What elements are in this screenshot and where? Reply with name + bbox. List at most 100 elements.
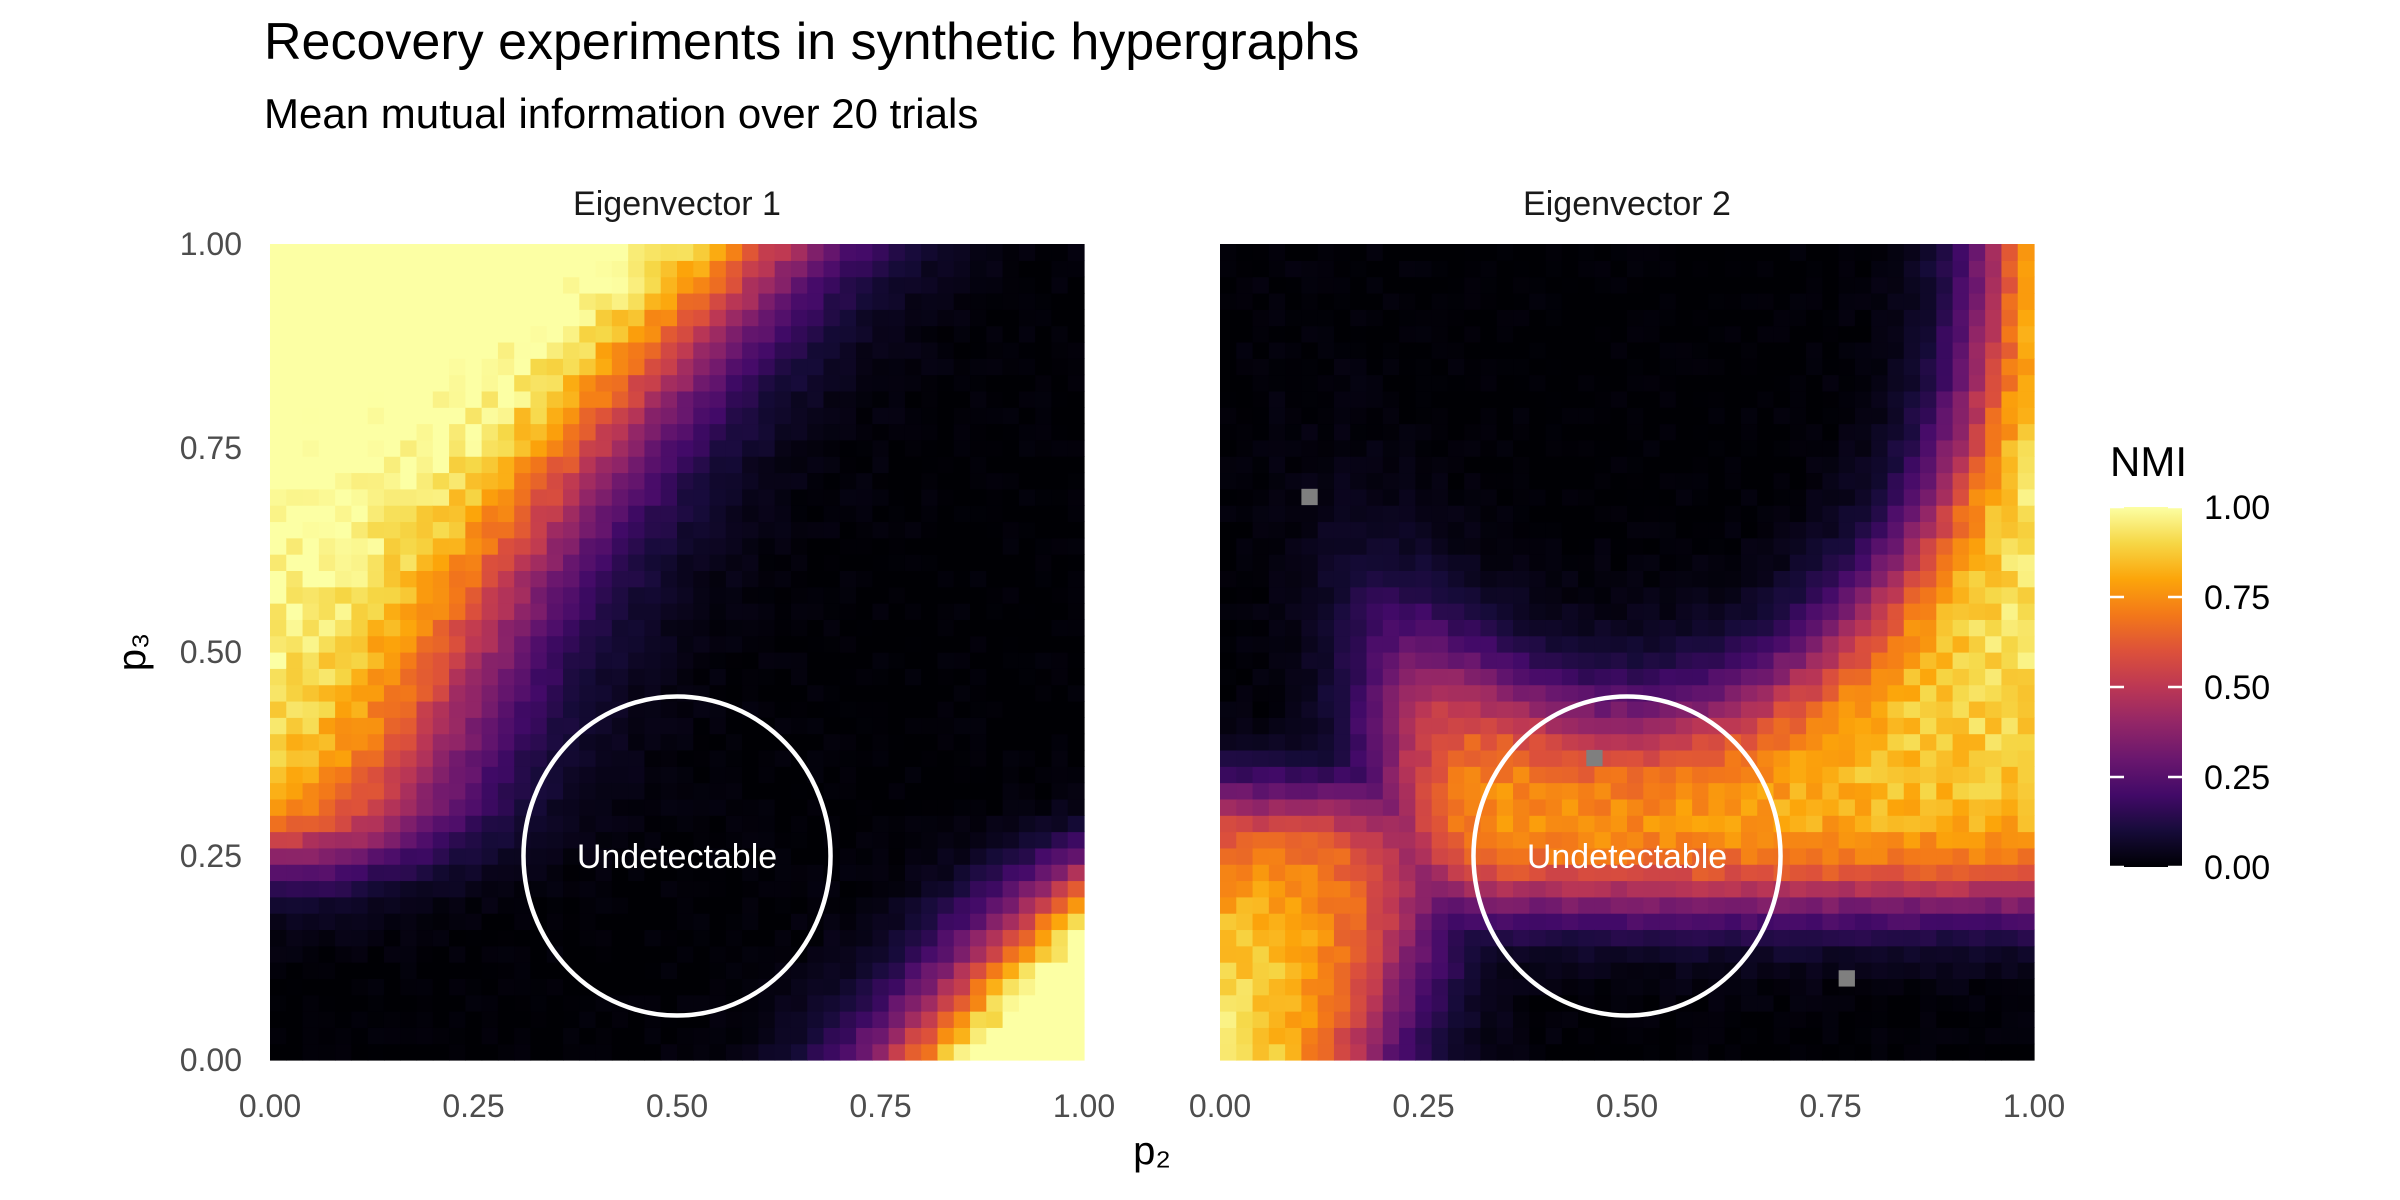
heatmap-cell <box>742 1011 759 1028</box>
heatmap-cell <box>481 1011 499 1028</box>
heatmap-cell <box>1968 717 1986 735</box>
heatmap-cell <box>1773 244 1791 261</box>
heatmap-cell <box>970 978 987 996</box>
heatmap-cell <box>1610 945 1628 963</box>
heatmap-cell <box>1789 521 1807 539</box>
heatmap-cell <box>335 407 352 425</box>
heatmap-cell <box>1789 472 1807 490</box>
heatmap-cell <box>1871 390 1889 408</box>
heatmap-cell <box>660 309 678 327</box>
heatmap-cell <box>1350 684 1368 702</box>
heatmap-cell <box>400 945 418 963</box>
heatmap-cell <box>1757 586 1775 604</box>
heatmap-cell <box>1366 798 1384 816</box>
heatmap-cell <box>2001 456 2019 474</box>
heatmap-cell <box>514 929 532 947</box>
heatmap-cell <box>970 913 987 931</box>
heatmap-cell <box>563 554 580 571</box>
heatmap-cell <box>839 276 857 294</box>
heatmap-cell <box>579 276 597 294</box>
heatmap-cell <box>400 684 418 702</box>
heatmap-cell <box>1578 896 1596 914</box>
heatmap-cell <box>1350 668 1368 686</box>
heatmap-cell <box>1399 244 1416 261</box>
heatmap-cell <box>1464 472 1482 490</box>
heatmap-cell <box>383 292 401 310</box>
heatmap-cell <box>1578 244 1596 261</box>
heatmap-cell <box>1545 603 1563 620</box>
heatmap-cell <box>1740 292 1758 310</box>
heatmap-cell <box>856 423 873 441</box>
heatmap-cell <box>1936 766 1954 784</box>
heatmap-cell <box>1838 358 1856 376</box>
heatmap-cell <box>1675 325 1693 343</box>
heatmap-cell <box>1627 994 1644 1012</box>
heatmap-cell <box>856 390 873 408</box>
heatmap-cell <box>2017 945 2035 963</box>
heatmap-cell <box>937 668 955 686</box>
heatmap-cell <box>807 390 825 408</box>
heatmap-cell <box>1871 537 1889 555</box>
heatmap-cell <box>1627 390 1644 408</box>
heatmap-cell <box>1920 554 1937 571</box>
heatmap-cell <box>416 537 434 555</box>
heatmap-cell <box>1724 913 1742 931</box>
heatmap-cell <box>611 668 629 686</box>
heatmap-cell <box>1675 831 1693 849</box>
heatmap-cell <box>1545 798 1563 816</box>
heatmap-cell <box>1067 309 1085 327</box>
heatmap-cell <box>400 407 418 425</box>
heatmap-cell <box>970 1011 987 1028</box>
heatmap-cell <box>1431 505 1449 523</box>
heatmap-cell <box>1268 603 1286 620</box>
heatmap-cell <box>1252 1027 1270 1045</box>
heatmap-cell <box>563 847 580 865</box>
heatmap-cell <box>1415 374 1433 392</box>
heatmap-cell <box>1220 374 1237 392</box>
heatmap-cell <box>644 472 662 490</box>
heatmap-cell <box>1692 896 1709 914</box>
heatmap-cell <box>546 619 564 637</box>
heatmap-cell <box>1399 717 1416 735</box>
heatmap-cell <box>1252 929 1270 947</box>
heatmap-cell <box>937 684 955 702</box>
heatmap-cell <box>644 260 662 278</box>
heatmap-cell <box>872 978 890 996</box>
heatmap-cell <box>1399 864 1416 882</box>
heatmap-cell <box>514 423 532 441</box>
heatmap-cell <box>1333 292 1351 310</box>
heatmap-cell <box>709 358 727 376</box>
heatmap-cell <box>1675 798 1693 816</box>
heatmap-cell <box>1415 1043 1433 1061</box>
heatmap-cell <box>1415 994 1433 1012</box>
heatmap-cell <box>497 407 515 425</box>
heatmap-cell <box>1464 962 1482 979</box>
heatmap-cell <box>823 668 841 686</box>
heatmap-cell <box>872 341 890 359</box>
heatmap-cell <box>1740 244 1758 261</box>
heatmap-cell <box>2001 635 2019 653</box>
heatmap-cell <box>1936 276 1954 294</box>
heatmap-cell <box>790 700 808 718</box>
heatmap-cell <box>970 603 987 620</box>
heatmap-cell <box>497 652 515 669</box>
heatmap-cell <box>628 309 646 327</box>
heatmap-cell <box>2001 913 2019 931</box>
heatmap-cell <box>1708 782 1726 800</box>
heatmap-cell <box>1018 570 1036 588</box>
heatmap-cell <box>1350 1043 1368 1061</box>
heatmap-cell <box>1822 815 1840 833</box>
heatmap-cell <box>1724 700 1742 718</box>
heatmap-cell <box>1285 374 1302 392</box>
heatmap-cell <box>1431 554 1449 571</box>
heatmap-cell <box>449 554 466 571</box>
heatmap-cell <box>286 717 304 735</box>
heatmap-cell <box>1692 782 1709 800</box>
heatmap-cell <box>530 603 548 620</box>
heatmap-cell <box>1561 456 1579 474</box>
heatmap-cell <box>514 341 532 359</box>
heatmap-cell <box>1789 456 1807 474</box>
heatmap-cell <box>1578 652 1596 669</box>
heatmap-cell <box>1773 652 1791 669</box>
heatmap-cell <box>1513 684 1530 702</box>
